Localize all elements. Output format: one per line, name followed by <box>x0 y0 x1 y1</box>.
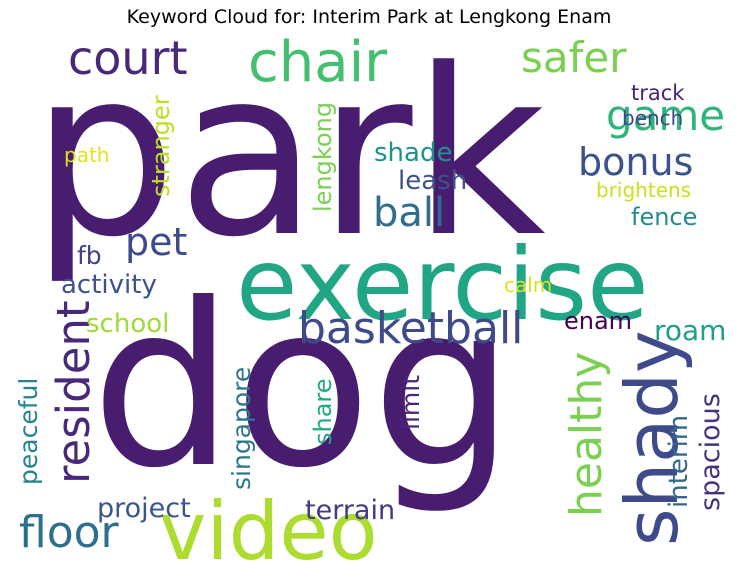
word-court: court <box>68 35 188 85</box>
word-cloud: park dog exercise video shady chair basketball… <box>11 35 728 579</box>
word-activity: activity <box>61 270 157 300</box>
word-healthy: healthy <box>561 351 612 517</box>
word-floor: floor <box>19 507 119 558</box>
word-lengkong: lengkong <box>309 101 337 212</box>
word-peaceful: peaceful <box>14 377 43 485</box>
word-chair: chair <box>248 35 388 95</box>
word-brightens: brightens <box>596 178 692 202</box>
word-school: school <box>86 309 170 339</box>
word-bonus: bonus <box>578 140 694 184</box>
word-park: park <box>31 35 546 288</box>
word-fb: fb <box>77 241 102 270</box>
word-calm: calm <box>504 273 553 297</box>
word-safer: safer <box>521 35 627 82</box>
word-track: track <box>631 81 685 105</box>
word-project: project <box>97 493 191 524</box>
word-singapore: singapore <box>227 366 256 490</box>
word-share: share <box>309 378 337 445</box>
word-dog: dog <box>91 256 515 518</box>
word-video: video <box>159 485 378 578</box>
chart-title: Keyword Cloud for: Interim Park at Lengk… <box>126 6 612 28</box>
word-game: game <box>606 91 726 140</box>
word-path: path <box>64 143 110 167</box>
word-limit: limit <box>396 375 425 430</box>
word-shade: shade <box>374 138 453 168</box>
word-interim: interim <box>664 414 694 508</box>
word-roam: roam <box>654 314 727 347</box>
word-leash: leash <box>398 166 468 196</box>
word-pet: pet <box>125 220 188 264</box>
word-spacious: spacious <box>695 393 726 511</box>
word-fence: fence <box>631 203 698 231</box>
word-ball: ball <box>373 190 446 236</box>
word-terrain: terrain <box>305 495 396 526</box>
word-stranger: stranger <box>147 95 175 197</box>
word-enam: enam <box>564 307 633 335</box>
word-bench: bench <box>622 106 684 130</box>
word-basketball: basketball <box>298 303 524 354</box>
word-exercise: exercise <box>236 226 649 343</box>
